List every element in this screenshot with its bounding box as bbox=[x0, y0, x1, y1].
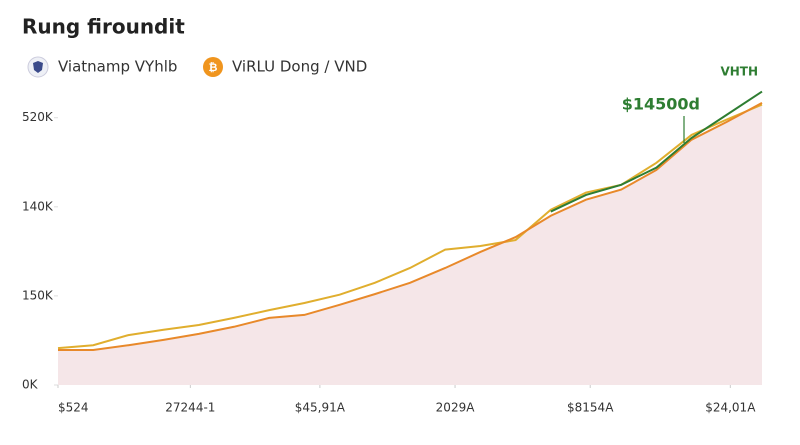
series-label: VHTH bbox=[720, 65, 758, 79]
x-tick-label: $8154A bbox=[567, 401, 614, 415]
y-tick-label: 150K bbox=[22, 288, 54, 302]
annotation: $14500d bbox=[622, 95, 700, 114]
chart-title: Rung firoundit bbox=[22, 15, 185, 39]
y-tick-label: 0K bbox=[22, 378, 39, 392]
x-tick-label: 27244-1 bbox=[165, 401, 215, 415]
x-tick-label: $24,01A bbox=[705, 401, 756, 415]
legend-icon: ₿ bbox=[209, 61, 218, 74]
x-tick-label: 2029A bbox=[436, 401, 476, 415]
line bbox=[550, 90, 763, 213]
area bbox=[58, 102, 762, 385]
y-tick-label: 140K bbox=[22, 199, 54, 213]
legend-icon bbox=[33, 61, 43, 73]
legend-label: Viatnamp VYhlb bbox=[58, 58, 177, 76]
line bbox=[57, 103, 763, 350]
y-tick-label: 520K bbox=[22, 110, 54, 124]
legend-label: ViRLU Dong / VND bbox=[232, 58, 367, 76]
line bbox=[58, 101, 763, 351]
x-tick-label: $524 bbox=[58, 401, 89, 415]
legend-icon bbox=[203, 57, 223, 77]
legend: Viatnamp VYhlb ₿ ViRLU Dong / VND bbox=[27, 56, 367, 78]
x-tick-label: $45,91A bbox=[295, 401, 346, 415]
